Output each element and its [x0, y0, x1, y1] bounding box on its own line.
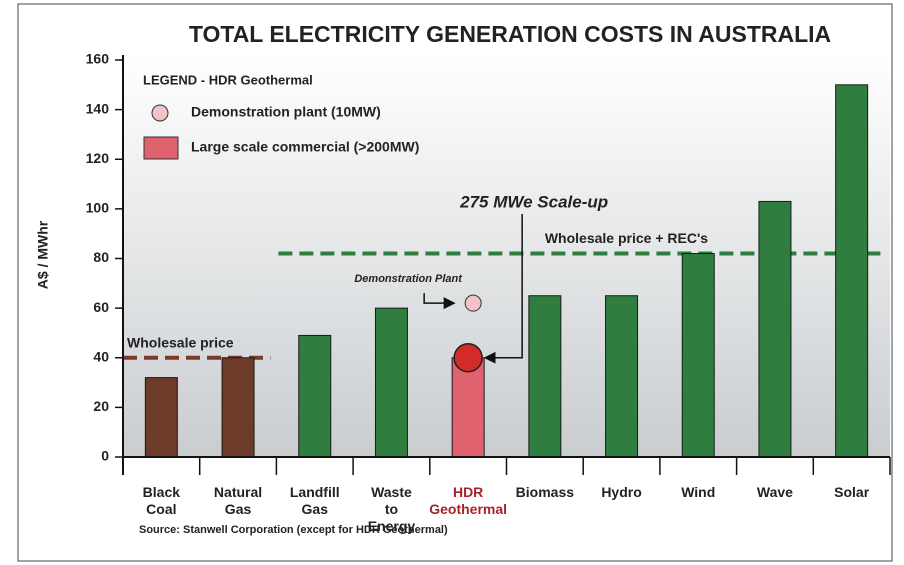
demonstration-point — [464, 294, 482, 312]
bar — [144, 377, 178, 458]
x-tick-label: Biomass — [515, 484, 575, 500]
x-tick-label: Hydro — [601, 484, 642, 500]
bar — [374, 307, 408, 458]
y-tick-label: 20 — [93, 398, 109, 414]
demonstration-label: Demonstration Plant — [354, 273, 463, 285]
bar — [451, 357, 485, 458]
x-tick-label: Waste to Energy — [367, 484, 416, 534]
y-tick-label: 40 — [93, 348, 109, 364]
x-tick-label: Landfill Gas — [289, 484, 340, 517]
chart-title: TOTAL ELECTRICITY GENERATION COSTS IN AU… — [189, 21, 831, 47]
y-axis-label: A$ / MWhr — [35, 220, 51, 289]
x-tick-label: Wind — [681, 484, 716, 500]
x-tick-label: Wave — [756, 484, 793, 500]
legend-label: Large scale commercial (>200MW) — [191, 139, 419, 155]
bar — [298, 334, 332, 458]
y-tick-label: 120 — [86, 150, 110, 166]
bar — [835, 84, 869, 458]
reference-label: Wholesale price — [127, 334, 234, 350]
x-tick-label: HDR Geothermal — [429, 484, 508, 517]
scale-up-label: 275 MWe Scale-up — [459, 192, 608, 211]
y-tick-label: 140 — [86, 100, 110, 116]
demonstration-arrow — [423, 293, 456, 310]
bar — [605, 295, 639, 458]
y-tick-label: 80 — [93, 249, 109, 265]
x-tick-label: Natural Gas — [213, 484, 263, 517]
source: Source: Stanwell Corporation (except for… — [139, 524, 448, 536]
x-tick-label: Solar — [834, 484, 870, 500]
scale-up-arrow — [483, 214, 523, 364]
y-tick-label: 60 — [93, 299, 109, 315]
bar — [758, 200, 792, 458]
reference-label: Wholesale price + REC's — [545, 230, 708, 246]
frame — [17, 3, 893, 562]
bar — [221, 357, 255, 458]
scale-up-marker — [453, 343, 483, 373]
legend-swatch — [143, 136, 179, 160]
bar — [528, 295, 562, 458]
legend-swatch — [151, 104, 169, 122]
y-tick-label: 100 — [86, 200, 110, 216]
bar — [681, 253, 715, 458]
x-tick-label: Black Coal — [142, 484, 181, 517]
y-tick-label: 0 — [101, 448, 109, 464]
legend-label: Demonstration plant (10MW) — [191, 104, 381, 120]
legend-title: LEGEND - HDR Geothermal — [143, 72, 313, 87]
y-tick-label: 160 — [86, 51, 110, 67]
